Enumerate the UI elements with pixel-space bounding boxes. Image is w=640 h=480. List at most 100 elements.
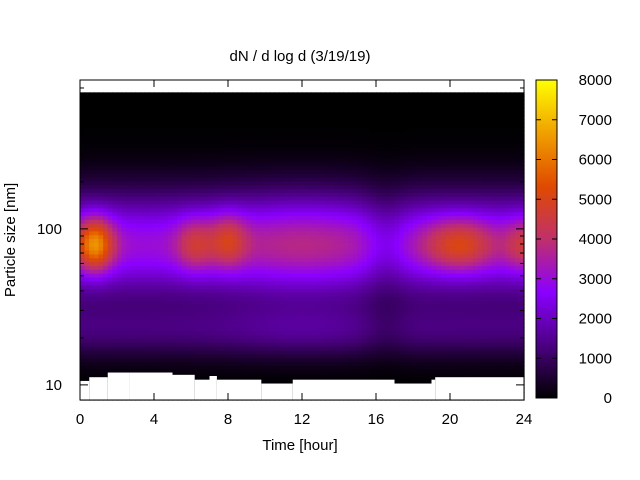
heat-cell <box>172 184 178 190</box>
heat-cell <box>140 115 146 120</box>
heat-cell <box>223 192 229 197</box>
heat-cell <box>283 346 289 351</box>
heat-cell <box>112 303 118 309</box>
heat-cell <box>126 215 132 220</box>
heat-cell <box>274 242 280 247</box>
heat-cell <box>223 188 229 193</box>
heat-cell <box>218 323 224 328</box>
heat-cell <box>343 303 349 309</box>
heat-cell <box>306 342 312 347</box>
heat-cell <box>191 146 197 151</box>
heat-cell <box>158 165 164 170</box>
heat-cell <box>278 111 285 117</box>
heat-cell <box>195 230 201 236</box>
heat-cell <box>260 211 266 217</box>
heat-cell <box>126 192 132 197</box>
heat-cell <box>209 273 215 278</box>
heat-cell <box>232 288 238 293</box>
heat-cell <box>181 196 187 201</box>
heat-cell <box>130 153 137 159</box>
heat-cell <box>352 288 359 293</box>
heat-cell <box>149 350 155 355</box>
heat-cell <box>362 226 368 232</box>
heat-cell <box>278 165 285 170</box>
heat-cell <box>126 146 132 151</box>
heat-cell <box>117 123 123 128</box>
heat-cell <box>228 173 234 178</box>
heat-cell <box>204 150 211 155</box>
heat-cell <box>260 334 266 340</box>
heat-cell <box>306 146 312 151</box>
heat-cell <box>135 315 141 320</box>
heat-cell <box>292 326 298 332</box>
heat-cell <box>223 361 229 366</box>
heat-cell <box>265 119 271 124</box>
heat-cell <box>325 173 331 178</box>
heat-cell <box>103 146 109 151</box>
heat-cell <box>172 369 178 374</box>
heat-cell <box>329 234 335 240</box>
heat-cell <box>228 188 234 193</box>
heat-cell <box>200 250 206 255</box>
heat-cell <box>209 369 215 374</box>
heat-cell <box>334 180 340 186</box>
heat-cell <box>158 250 164 255</box>
heat-cell <box>195 192 201 197</box>
heat-cell <box>269 223 275 228</box>
heat-cell <box>352 92 359 97</box>
heat-cell <box>255 138 261 143</box>
heat-cell <box>334 357 340 363</box>
heat-cell <box>352 242 359 247</box>
heat-cell <box>181 350 187 355</box>
heat-cell <box>334 207 340 213</box>
heat-cell <box>334 165 340 170</box>
heat-cell <box>329 265 335 270</box>
heat-cell <box>93 257 100 263</box>
heat-cell <box>315 219 322 224</box>
heat-cell <box>320 142 326 147</box>
heat-cell <box>232 146 238 151</box>
heat-cell <box>186 230 192 236</box>
heat-cell <box>177 157 183 163</box>
heat-cell <box>274 269 280 274</box>
heat-cell <box>158 303 164 309</box>
heat-cell <box>306 123 312 128</box>
heat-cell <box>265 330 271 336</box>
heat-cell <box>232 130 238 136</box>
heat-cell <box>204 253 211 259</box>
heat-cell <box>288 161 294 167</box>
heat-cell <box>191 173 197 178</box>
heat-cell <box>80 300 86 305</box>
heat-cell <box>80 173 86 178</box>
heat-cell <box>103 96 109 101</box>
heat-cell <box>167 92 174 97</box>
heat-cell <box>343 292 349 297</box>
heat-cell <box>306 96 312 101</box>
heat-cell <box>121 303 127 309</box>
heat-cell <box>186 92 192 97</box>
heat-cell <box>269 161 275 167</box>
heat-cell <box>121 288 127 293</box>
heat-cell <box>255 296 261 301</box>
heat-cell <box>311 111 317 117</box>
heat-cell <box>204 211 211 217</box>
heat-cell <box>163 292 169 297</box>
heat-cell <box>186 123 192 128</box>
heat-cell <box>140 138 146 143</box>
heat-cell <box>200 92 206 97</box>
heat-cell <box>343 311 349 316</box>
heat-cell <box>154 126 160 132</box>
heat-cell <box>228 284 234 290</box>
heat-cell <box>278 226 285 232</box>
heat-cell <box>274 273 280 278</box>
heat-cell <box>241 303 248 309</box>
heat-cell <box>246 130 252 136</box>
heat-cell <box>130 173 137 178</box>
heat-cell <box>232 111 238 117</box>
heat-cell <box>315 303 322 309</box>
heat-cell <box>126 203 132 209</box>
heat-cell <box>172 119 178 124</box>
heat-cell <box>181 92 187 97</box>
heat-cell <box>255 342 261 347</box>
heat-cell <box>130 253 137 259</box>
